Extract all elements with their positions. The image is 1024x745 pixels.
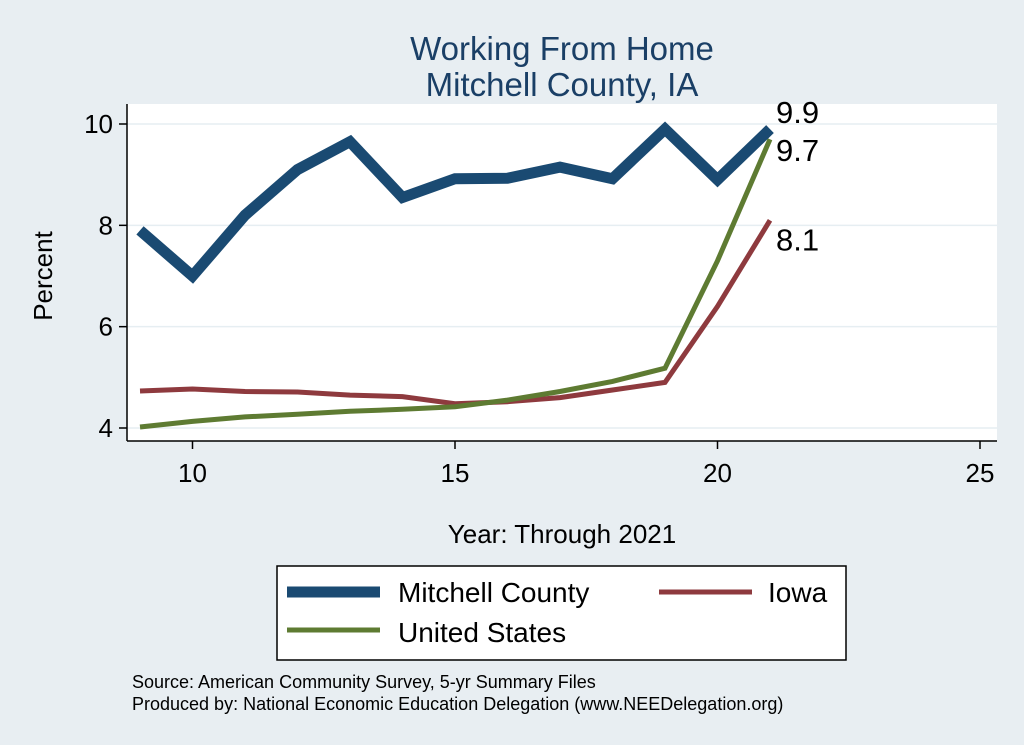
axes: 4 6 8 10 10 15 20 25: [84, 104, 997, 488]
chart-title-line-1: Working From Home: [410, 30, 714, 67]
gridlines: [127, 123, 997, 429]
legend-label-iowa: Iowa: [768, 577, 828, 608]
produced-by-note: Produced by: National Economic Education…: [132, 694, 783, 714]
series-group: [136, 121, 774, 430]
legend-label-mitchell-county: Mitchell County: [398, 577, 589, 608]
end-label-mitchell-county: 9.9: [776, 95, 819, 130]
legend-box: [276, 565, 847, 661]
x-tick-label-20: 20: [703, 458, 732, 488]
plot-area: [127, 104, 997, 441]
series-line-mitchell-county: [136, 121, 774, 284]
series-line-united-states: [139, 138, 773, 430]
y-tick-label-8: 8: [99, 210, 113, 240]
legend: Mitchell County Iowa United States: [276, 565, 847, 661]
end-label-iowa: 8.1: [776, 222, 819, 257]
chart-title-line-2: Mitchell County, IA: [426, 66, 699, 103]
x-tick-label-10: 10: [178, 458, 207, 488]
series-line-iowa: [139, 218, 773, 407]
x-tick-label-25: 25: [966, 458, 995, 488]
y-tick-label-10: 10: [84, 109, 113, 139]
end-label-united-states: 9.7: [776, 133, 819, 168]
x-tick-label-15: 15: [441, 458, 470, 488]
y-tick-label-6: 6: [99, 312, 113, 342]
legend-label-united-states: United States: [398, 617, 566, 648]
y-tick-label-4: 4: [99, 413, 113, 443]
end-labels: 9.9 8.1 9.7: [776, 95, 819, 257]
x-axis-title: Year: Through 2021: [448, 519, 676, 549]
y-axis-title: Percent: [28, 230, 58, 320]
source-note: Source: American Community Survey, 5-yr …: [132, 672, 596, 692]
